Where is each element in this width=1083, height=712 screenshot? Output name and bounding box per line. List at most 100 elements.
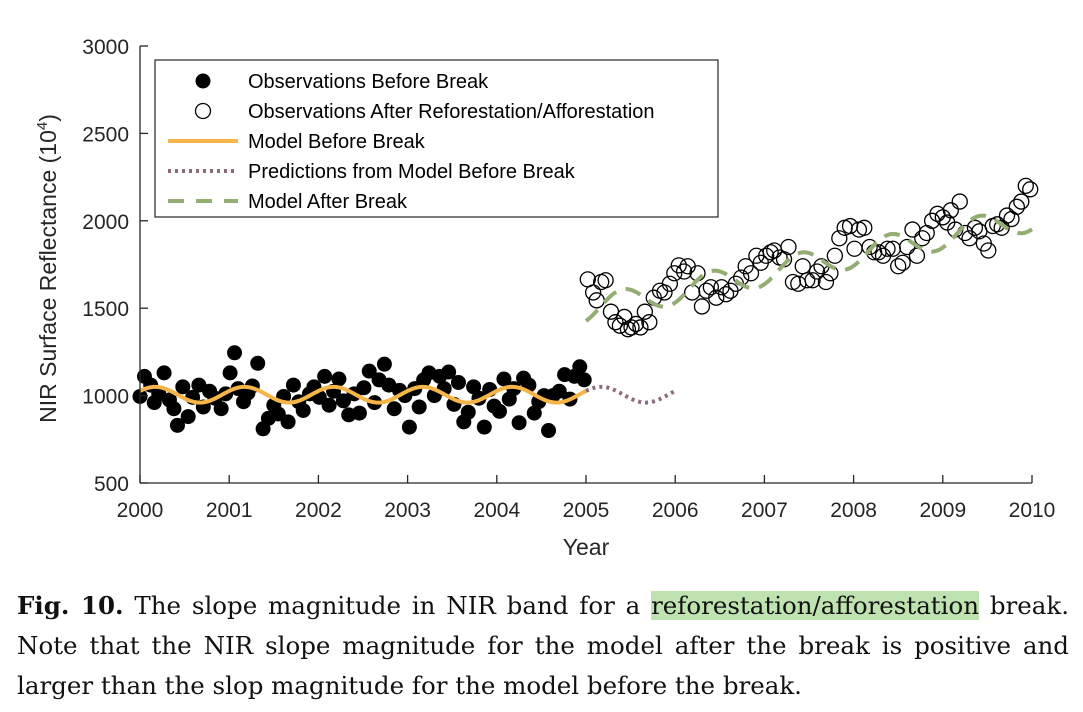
- observation-before-point: [386, 401, 402, 417]
- observation-before-point: [222, 365, 238, 381]
- y-axis-label: NIR Surface Reflectance (104): [34, 114, 61, 423]
- observation-after-point: [758, 247, 775, 264]
- observation-before-point: [213, 401, 229, 417]
- observation-after-point: [966, 219, 984, 236]
- observation-before-point: [335, 393, 351, 409]
- observation-before-point: [166, 401, 182, 417]
- predictions-line: [585, 384, 677, 405]
- figure-label: Fig. 10.: [17, 591, 124, 620]
- observation-after-point: [679, 258, 696, 275]
- x-tick-label: 2004: [473, 499, 520, 522]
- observation-after-point: [683, 284, 701, 301]
- y-tick-label: 500: [94, 473, 129, 496]
- observation-after-point: [762, 244, 779, 261]
- observation-after-point: [929, 205, 946, 222]
- observation-before-point: [250, 355, 266, 371]
- observation-after-point: [804, 272, 821, 289]
- observation-after-point: [817, 273, 835, 291]
- observation-after-point: [790, 275, 807, 292]
- observation-before-point: [376, 356, 392, 372]
- y-tick-label: 1000: [82, 386, 129, 409]
- observation-after-point: [693, 298, 711, 315]
- observation-after-point: [856, 219, 873, 236]
- x-tick-label: 2008: [830, 499, 877, 522]
- observation-after-point: [742, 265, 760, 282]
- observation-after-point: [826, 247, 844, 264]
- observation-before-point: [476, 419, 492, 435]
- observation-after-point: [879, 240, 896, 257]
- observation-before-point: [361, 363, 377, 379]
- observation-before-point: [541, 423, 557, 439]
- legend-entry-label: Model After Break: [248, 191, 408, 213]
- observation-after-point: [675, 263, 693, 280]
- observation-after-point: [623, 319, 640, 336]
- observation-after-point: [698, 282, 715, 299]
- observation-before-point: [156, 365, 172, 381]
- observation-before-point: [496, 371, 512, 387]
- observation-after-point: [597, 272, 614, 289]
- observation-after-point: [894, 254, 911, 271]
- observation-after-point: [998, 207, 1016, 224]
- observation-after-point: [846, 240, 863, 257]
- observation-after-point: [831, 230, 848, 247]
- observation-before-point: [351, 405, 367, 421]
- caption-text-before: The slope magnitude in NIR band for a: [123, 591, 652, 620]
- observation-after-point: [914, 230, 931, 247]
- observation-before-point: [227, 345, 243, 361]
- x-tick-label: 2005: [563, 499, 610, 522]
- observation-after-point: [611, 317, 629, 334]
- observation-after-point: [641, 314, 658, 331]
- legend-symbol-filled-circle: [195, 73, 211, 89]
- observation-before-point: [175, 379, 191, 395]
- x-tick-label: 2002: [295, 499, 342, 522]
- observation-after-point: [980, 242, 997, 259]
- x-tick-label: 2009: [919, 499, 966, 522]
- observation-before-point: [331, 371, 347, 387]
- chart-legend: Observations Before Break Observations Af…: [154, 59, 719, 218]
- observation-before-point: [450, 374, 466, 390]
- observation-before-point: [491, 403, 507, 419]
- observation-after-point: [904, 221, 921, 238]
- observation-before-point: [441, 364, 457, 380]
- observation-after-point: [666, 265, 683, 282]
- observation-after-point: [656, 284, 673, 301]
- legend-box: [154, 59, 719, 218]
- figure-10: 2000 2001 2002 2003 2004 2005 2006 2007 2008 2009…: [34, 36, 1055, 560]
- legend-symbol-open-circle: [194, 102, 212, 120]
- legend-entry-label: Observations After Reforestation/Affores…: [248, 101, 655, 123]
- observation-before-point: [460, 404, 476, 420]
- observation-before-point: [576, 372, 592, 388]
- observation-after-point: [584, 284, 602, 301]
- observation-after-point: [942, 202, 959, 219]
- x-tick-label: 2006: [652, 499, 699, 522]
- observation-after-point: [841, 217, 859, 235]
- x-axis-label: Year: [563, 534, 610, 560]
- observation-after-point: [780, 238, 797, 256]
- y-tick-label: 2000: [82, 211, 129, 234]
- observation-after-point: [708, 289, 725, 306]
- observation-after-point: [661, 275, 678, 292]
- legend-entry-label: Observations Before Break: [248, 71, 489, 93]
- observation-before-point: [285, 377, 301, 393]
- nir-reflectance-chart: 2000 2001 2002 2003 2004 2005 2006 2007 2008 2009…: [34, 36, 1055, 560]
- observation-before-point: [295, 402, 311, 418]
- observation-before-point: [511, 415, 527, 431]
- observation-after-point: [717, 286, 735, 303]
- observation-after-point: [890, 258, 907, 275]
- observation-after-point: [619, 321, 637, 338]
- observation-before-point: [180, 409, 196, 425]
- observation-after-point: [636, 303, 654, 320]
- observation-after-point: [627, 315, 645, 333]
- observation-after-point: [794, 258, 811, 275]
- observation-before-point: [169, 417, 185, 433]
- observation-after-point: [1017, 177, 1034, 194]
- observation-after-point: [861, 238, 878, 256]
- model-after-break-line: [584, 213, 1034, 323]
- figure-caption: Fig. 10. The slope magnitude in NIR band…: [17, 586, 1069, 706]
- observation-before-point: [356, 380, 372, 396]
- x-tick-label: 2003: [384, 499, 431, 522]
- observation-after-point: [808, 263, 826, 280]
- observation-before-point: [572, 359, 588, 375]
- observation-after-point: [951, 193, 968, 210]
- observation-after-point: [607, 314, 624, 331]
